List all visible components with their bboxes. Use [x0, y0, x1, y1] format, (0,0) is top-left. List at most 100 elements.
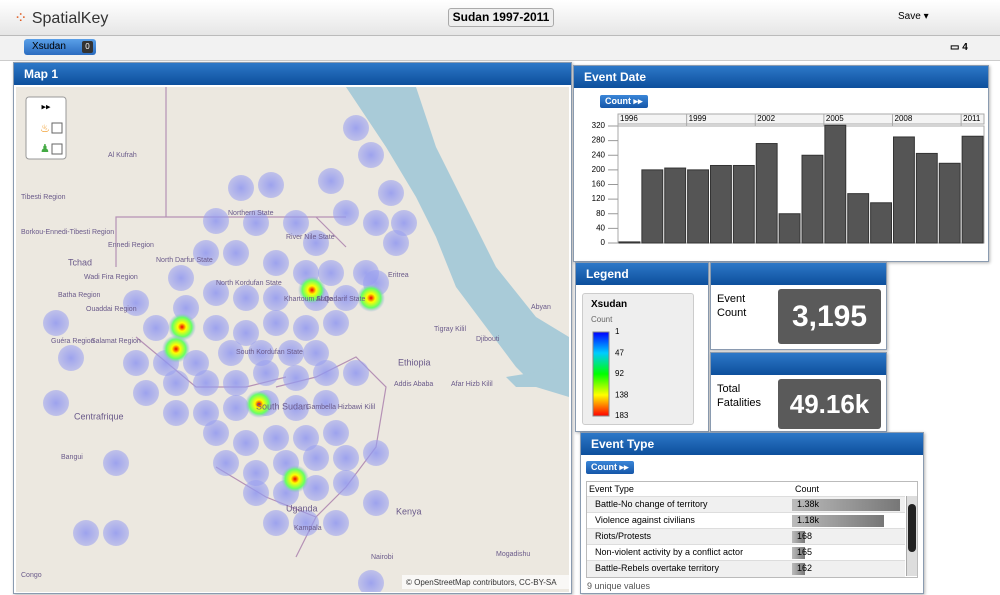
heat-blob	[58, 345, 84, 371]
map[interactable]: ▸▸ ♨ ♟ Al Kufrah Tibesti Region Borkou-Enned…	[16, 87, 569, 592]
heat-blob	[313, 390, 339, 416]
heat-blob	[263, 310, 289, 336]
heat-blob	[223, 395, 249, 421]
map-label: South Sudan	[256, 401, 308, 411]
map-label: Ennedi Region	[108, 242, 154, 249]
heat-blob	[243, 480, 269, 506]
y-tick-label: 0	[601, 238, 606, 247]
heat-blob	[248, 340, 274, 366]
heat-blob	[333, 200, 359, 226]
y-tick-label: 40	[596, 223, 605, 232]
heat-blob	[363, 210, 389, 236]
map-label: Khartoum State	[284, 296, 333, 303]
map-label: River Nile State	[286, 234, 335, 241]
heat-blob	[253, 360, 279, 386]
heatmap	[43, 115, 417, 592]
map-label: Guéra Region	[51, 338, 95, 345]
red-sea	[346, 87, 569, 397]
heat-blob	[358, 142, 384, 168]
heat-blob	[283, 395, 309, 421]
event-count-label: Event Count	[717, 293, 747, 319]
heat-blob	[303, 445, 329, 471]
heat-blob	[193, 370, 219, 396]
map-label: Al Qadarif State	[316, 296, 366, 303]
legend-scale: 1 47 92 138 183	[592, 327, 629, 420]
row-count: 162	[797, 563, 813, 573]
filter-count: 0	[82, 41, 93, 53]
hot-spot	[357, 284, 385, 312]
table-row: Non-violent activity by a conflict actor…	[587, 544, 905, 561]
panel-count[interactable]: ▭ 4	[950, 42, 968, 53]
table-row: Riots/Protests 168	[587, 528, 905, 545]
hot-spot	[281, 465, 309, 493]
heat-blob	[243, 210, 269, 236]
heat-blob	[193, 400, 219, 426]
heat-blob	[313, 360, 339, 386]
legend-title: Legend	[576, 263, 708, 285]
heat-blob	[223, 240, 249, 266]
map-label: Gambella Hizbawi Kilil	[306, 404, 376, 411]
heat-blob	[43, 310, 69, 336]
date-band	[617, 113, 985, 125]
event-count-header	[711, 263, 886, 285]
map-label: Bangui	[61, 454, 83, 461]
scrollbar[interactable]	[906, 496, 917, 576]
bar	[778, 213, 801, 244]
heat-blob	[143, 315, 169, 341]
bar	[870, 202, 892, 244]
bar	[915, 152, 938, 244]
map-label: North Kordufan State	[216, 280, 282, 287]
y-tick-label: 200	[592, 165, 606, 174]
row-bar	[792, 515, 885, 527]
count-button-label: Count	[605, 96, 631, 106]
heat-blob	[283, 365, 309, 391]
toolbar: Xsudan 0 ▭ 4	[0, 36, 1000, 61]
event-type-footer: 9 unique values	[587, 581, 651, 591]
row-bar	[792, 531, 806, 543]
map-label: Northern State	[228, 210, 274, 217]
legend-box: Xsudan Count 1 47 92 138 183	[582, 293, 694, 425]
bar	[710, 164, 732, 244]
map-tools[interactable]: ▸▸ ♨ ♟	[25, 96, 67, 160]
table: Event Type Count Battle-No change of ter…	[586, 481, 918, 578]
heat-blob	[318, 168, 344, 194]
row-type: Battle-No change of territory	[595, 499, 708, 509]
event-type-count-label: Count	[591, 462, 617, 472]
event-date-panel: Event Date Count ▸▸ 0 40 80 120 160 200 240 280…	[573, 65, 989, 262]
heat-blob	[263, 250, 289, 276]
y-tick-label: 80	[596, 209, 605, 218]
hot-spot	[298, 276, 326, 304]
header: ⁘ SpatialKey Sudan 1997-2011 Save ▾	[0, 0, 1000, 36]
map-label: Tibesti Region	[21, 194, 66, 201]
heat-blob	[318, 260, 344, 286]
count-button[interactable]: Count ▸▸	[600, 95, 648, 108]
row-type: Riots/Protests	[595, 531, 652, 541]
svg-text:♨: ♨	[40, 123, 50, 135]
legend-tick: 138	[615, 390, 629, 399]
table-row: Battle-No change of territory 1.38k	[587, 496, 905, 513]
map-panel: Map 1 ▸▸ ♨ ♟ Al Kufrah Tibesti Region Borkou…	[13, 62, 572, 594]
bar	[847, 193, 870, 244]
legend-tick: 1	[615, 327, 620, 336]
event-type-count-button[interactable]: Count ▸▸	[586, 461, 634, 474]
logo[interactable]: ⁘ SpatialKey	[14, 10, 109, 27]
x-tick-label: 2011	[963, 114, 981, 123]
legend-measure: Count	[591, 315, 613, 324]
heat-blob	[333, 285, 359, 311]
heat-blob	[283, 210, 309, 236]
row-count: 168	[797, 531, 813, 541]
heat-blob	[363, 440, 389, 466]
heat-blob	[103, 520, 129, 546]
y-tick-label: 320	[592, 121, 606, 130]
map-label: North Darfur State	[156, 257, 213, 264]
row-count: 1.18k	[797, 515, 820, 525]
heat-blob	[263, 510, 289, 536]
fatalities-header	[711, 353, 886, 375]
filter-chip[interactable]: Xsudan 0	[24, 39, 96, 55]
save-button[interactable]: Save ▾	[898, 11, 929, 22]
heat-blob	[123, 350, 149, 376]
map-label: Djibouti	[476, 336, 500, 343]
y-tick-label: 240	[592, 150, 606, 159]
legend-layer: Xsudan	[591, 299, 628, 310]
legend-panel: Legend Xsudan Count 1 47 92 138 183	[575, 262, 709, 432]
